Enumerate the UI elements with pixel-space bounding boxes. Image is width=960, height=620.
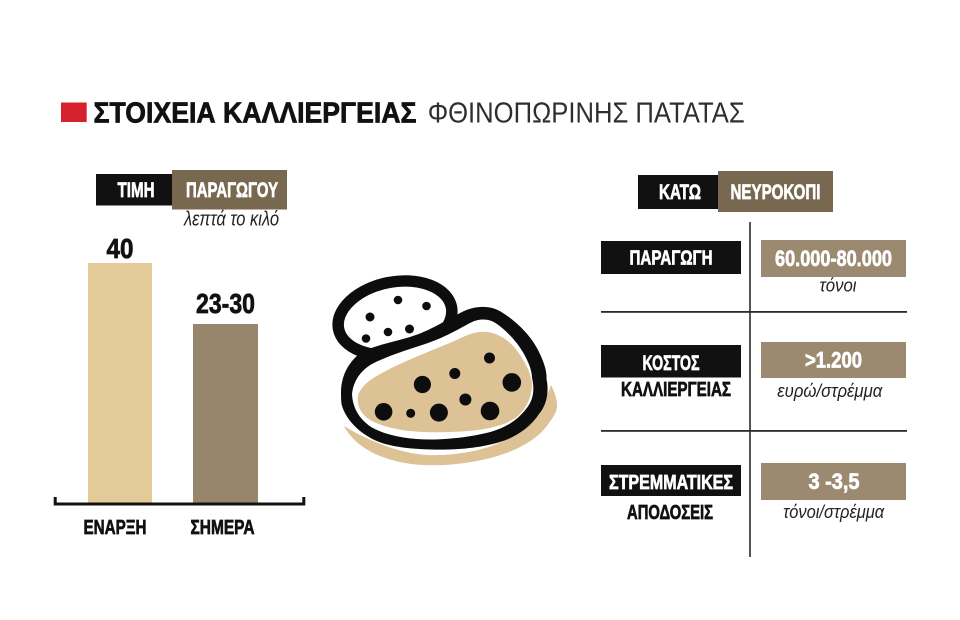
svg-text:ΤΙΜΗ: ΤΙΜΗ	[118, 179, 155, 202]
svg-text:ΚΑΛΛΙΕΡΓΕΙΑΣ: ΚΑΛΛΙΕΡΓΕΙΑΣ	[621, 379, 731, 401]
svg-text:ΦΘΙΝΟΠΩΡΙΝΗΣ ΠΑΤΑΤΑΣ: ΦΘΙΝΟΠΩΡΙΝΗΣ ΠΑΤΑΤΑΣ	[428, 98, 745, 130]
svg-text:ΑΠΟΔΟΣΕΙΣ: ΑΠΟΔΟΣΕΙΣ	[627, 502, 713, 524]
svg-text:ΠΑΡΑΓΩΓΟΥ: ΠΑΡΑΓΩΓΟΥ	[186, 179, 278, 202]
svg-text:λεπτά το κιλό: λεπτά το κιλό	[183, 208, 279, 231]
svg-text:23-30: 23-30	[196, 288, 255, 319]
svg-text:3 -3,5: 3 -3,5	[809, 469, 860, 494]
svg-text:>1.200: >1.200	[805, 348, 862, 373]
svg-text:τόνοι/στρέμμα: τόνοι/στρέμμα	[783, 501, 884, 522]
svg-text:ΕΝΑΡΞΗ: ΕΝΑΡΞΗ	[84, 517, 147, 539]
svg-text:60.000-80.000: 60.000-80.000	[775, 246, 892, 271]
svg-text:ΚΟΣΤΟΣ: ΚΟΣΤΟΣ	[643, 352, 700, 375]
svg-text:ΣΤΡΕΜΜΑΤΙΚΕΣ: ΣΤΡΕΜΜΑΤΙΚΕΣ	[609, 472, 733, 494]
svg-text:40: 40	[107, 233, 134, 264]
svg-text:ΠΑΡΑΓΩΓΗ: ΠΑΡΑΓΩΓΗ	[630, 248, 713, 270]
svg-text:ΝΕΥΡΟΚΟΠΙ: ΝΕΥΡΟΚΟΠΙ	[731, 181, 821, 204]
svg-text:τόνοι: τόνοι	[820, 275, 857, 296]
svg-text:ΣΤΟΙΧΕΙΑ ΚΑΛΛΙΕΡΓΕΙΑΣ: ΣΤΟΙΧΕΙΑ ΚΑΛΛΙΕΡΓΕΙΑΣ	[94, 98, 417, 130]
svg-text:ΚΑΤΩ: ΚΑΤΩ	[659, 181, 701, 204]
svg-text:ΣΗΜΕΡΑ: ΣΗΜΕΡΑ	[191, 517, 255, 539]
svg-text:ευρώ/στρέμμα: ευρώ/στρέμμα	[777, 380, 882, 401]
